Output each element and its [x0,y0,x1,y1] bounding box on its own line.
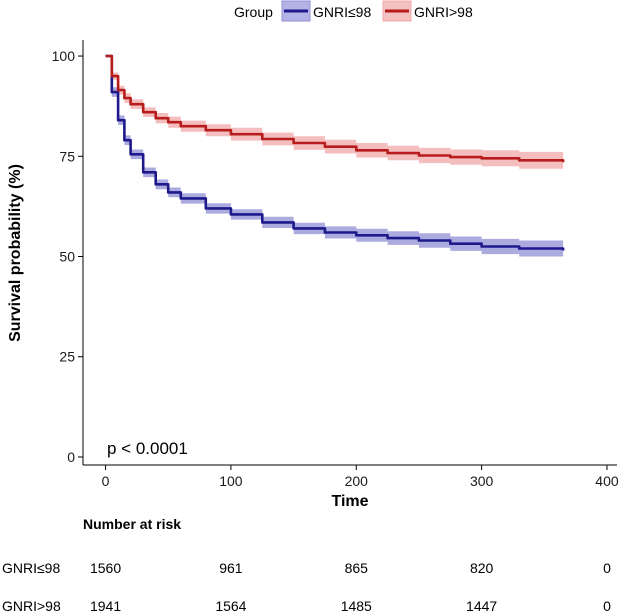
y-axis-ticks: 0 25 50 75 100 [52,48,83,465]
x-axis-ticks: 0 100 200 300 400 [102,465,619,489]
risk-count: 865 [345,560,369,576]
risk-row-label: GNRI≤98 [2,560,60,576]
legend-title: Group [234,4,273,20]
legend: Group GNRI≤98 GNRI>98 [234,0,473,22]
y-tick-label: 75 [59,148,75,164]
legend-item-gnri-low: GNRI≤98 [281,0,371,22]
x-tick-label: 300 [470,473,494,489]
y-axis-title: Survival probability (%) [7,164,24,342]
risk-count: 1485 [341,598,372,614]
y-tick-label: 50 [59,249,75,265]
legend-item-gnri-high: GNRI>98 [382,0,473,22]
x-axis-title: Time [331,493,368,510]
survival-curves [105,54,565,251]
risk-table-title: Number at risk [83,516,181,532]
risk-count: 1564 [215,598,246,614]
legend-label-gnri-low: GNRI≤98 [313,4,371,20]
x-tick-label: 400 [595,473,619,489]
y-tick-label: 100 [52,48,76,64]
risk-row-label: GNRI>98 [2,598,61,614]
risk-count: 1447 [466,598,497,614]
p-value-annotation: p < 0.0001 [107,439,188,458]
risk-count: 961 [219,560,243,576]
y-tick-label: 0 [67,449,75,465]
risk-count: 0 [603,560,611,576]
x-tick-label: 200 [345,473,369,489]
risk-count: 0 [603,598,611,614]
risk-count: 820 [470,560,494,576]
y-tick-label: 25 [59,349,75,365]
survival-line-series-1 [105,54,565,163]
confidence-band-series-1 [105,56,564,172]
risk-table: GNRI≤98 1560 961 865 820 0 GNRI>98 1941 1564 1485… [2,560,611,614]
risk-count: 1941 [90,598,121,614]
risk-count: 1560 [90,560,121,576]
survival-line-series-0 [105,54,565,251]
x-tick-label: 0 [102,473,110,489]
legend-label-gnri-high: GNRI>98 [414,4,473,20]
x-tick-label: 100 [219,473,243,489]
